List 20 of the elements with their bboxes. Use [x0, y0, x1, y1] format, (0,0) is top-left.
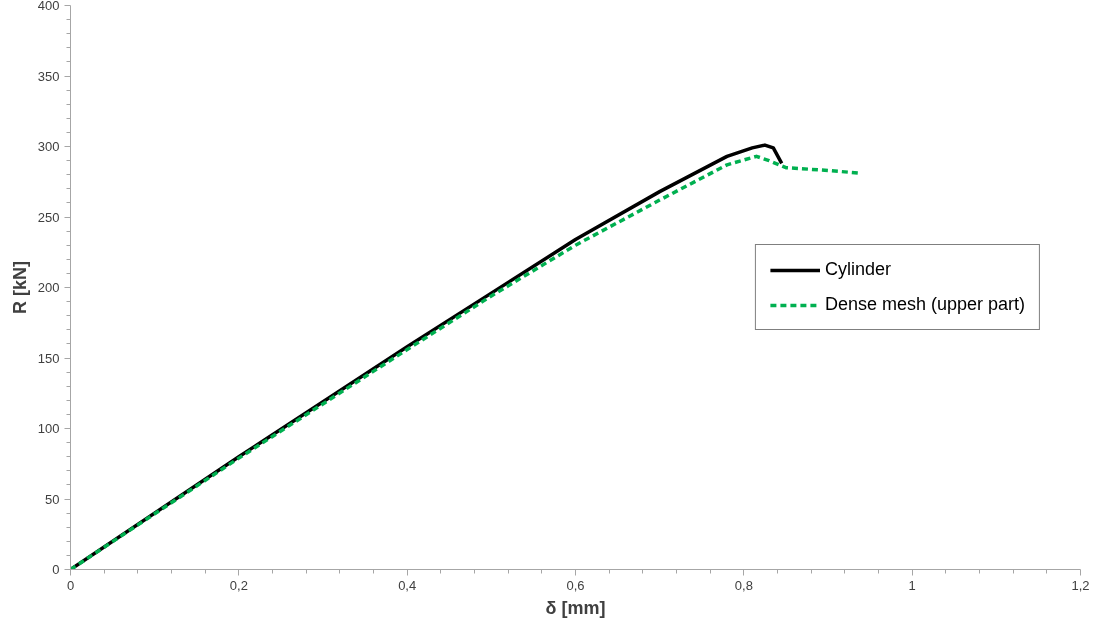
y-tick-label: 250 — [37, 209, 60, 225]
y-tick-label: 300 — [37, 139, 60, 154]
y-tick-label: 400 — [37, 0, 60, 13]
legend-label: Dense mesh (upper part) — [824, 294, 1025, 315]
x-axis-title: δ [mm] — [545, 597, 606, 618]
y-tick-label: 200 — [37, 280, 60, 295]
legend-label: Cylinder — [824, 259, 891, 280]
y-tick-label: 350 — [37, 68, 60, 84]
x-tick-label: 1 — [908, 577, 916, 593]
x-tick-label: 0,6 — [566, 577, 585, 593]
y-tick-label: 50 — [45, 491, 60, 507]
y-tick-label: 150 — [37, 350, 60, 366]
x-tick-label: 0,2 — [229, 577, 248, 593]
y-tick-label: 0 — [52, 562, 60, 577]
x-tick-label: 0,4 — [398, 577, 417, 593]
y-tick-label: 100 — [37, 421, 60, 436]
x-tick-label: 1,2 — [1071, 577, 1090, 593]
x-tick-label: 0 — [66, 577, 75, 593]
x-tick-label: 0,8 — [734, 577, 753, 593]
y-axis-title: R [kN] — [9, 261, 30, 314]
